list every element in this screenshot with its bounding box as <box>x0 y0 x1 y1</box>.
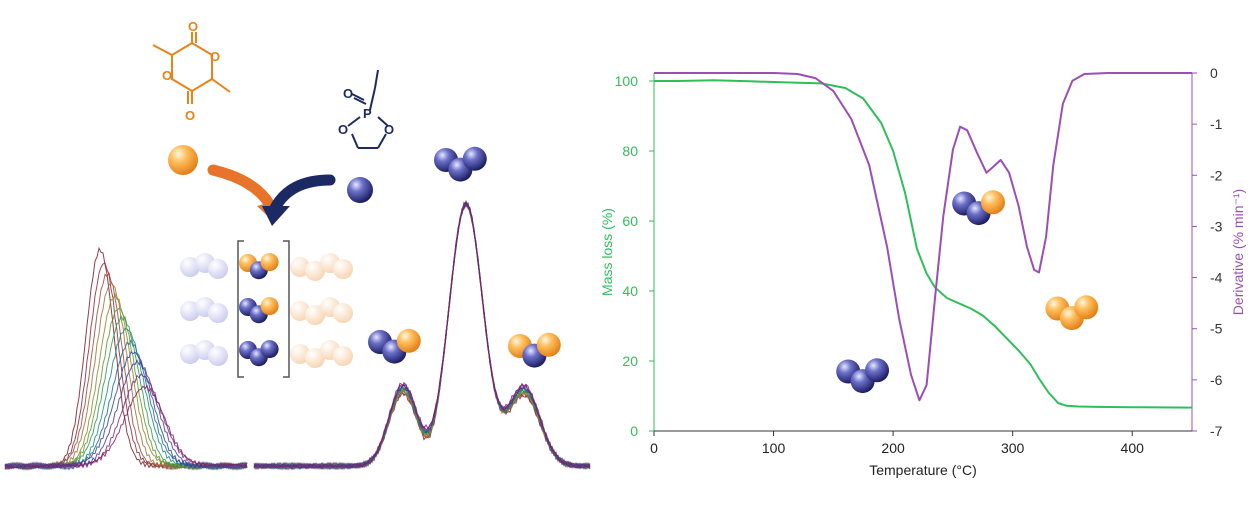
y2-tick-label: -7 <box>1210 423 1223 439</box>
nmr-trace-right <box>253 200 591 471</box>
faint-orange-bead <box>290 301 310 321</box>
faint-blue-bead <box>208 346 228 366</box>
faint-orange-bead <box>290 344 310 364</box>
faint-orange-bead <box>305 348 325 368</box>
y-tick-label: 40 <box>622 283 638 299</box>
chart-series <box>654 72 1193 409</box>
lactide-atom-labels: O O O O <box>162 19 220 123</box>
nmr-trace-left <box>4 384 248 471</box>
svg-text:O: O <box>384 122 394 137</box>
faint-blue-bead <box>208 303 228 323</box>
orange-bead <box>1074 295 1099 320</box>
svg-text:O: O <box>162 68 172 83</box>
y-tick-label: 100 <box>615 73 639 89</box>
blue-bead <box>462 146 487 171</box>
orange-bead <box>536 332 561 357</box>
chart-annotation-blue-blue-blue <box>836 358 890 394</box>
y2-tick-label: -6 <box>1210 372 1223 388</box>
y-tick-label: 0 <box>630 423 638 439</box>
nmr-triad-blue-blue-orange <box>368 328 421 364</box>
svg-text:O: O <box>343 86 353 101</box>
x-tick-label: 0 <box>650 440 658 456</box>
blue-arrow-head <box>262 206 290 226</box>
faint-orange-bead <box>305 261 325 281</box>
x-axis-label: Temperature (°C) <box>869 462 977 478</box>
y2-axis-label: Derivative (% min⁻¹) <box>1230 189 1246 315</box>
nmr-spectrum-right <box>253 199 591 471</box>
chain-row <box>180 340 353 368</box>
lactide-monomer-bead <box>168 145 198 175</box>
copolymer-chains <box>180 253 353 368</box>
orange-bead <box>260 253 279 272</box>
svg-text:O: O <box>185 108 195 123</box>
y-tick-label: 80 <box>622 143 638 159</box>
y-tick-label: 20 <box>622 353 638 369</box>
svg-text:P: P <box>363 106 372 121</box>
nmr-triad-blue-blue-blue <box>434 146 487 182</box>
chart-annotation-orange-orange-orange <box>1045 295 1099 331</box>
x-tick-label: 200 <box>881 440 905 456</box>
blue-bead <box>260 340 279 359</box>
y-axis-label: Mass loss (%) <box>599 208 615 296</box>
orange-arrow <box>207 164 276 211</box>
faint-blue-bead <box>180 344 200 364</box>
phosphate-structure <box>347 69 389 149</box>
nmr-trace-right <box>253 203 591 471</box>
nmr-triad-orange-blue-orange <box>508 332 561 368</box>
repeat-unit-triad <box>239 297 279 324</box>
nmr-trace-left <box>4 262 248 471</box>
nmr-trace-left <box>4 359 248 471</box>
nmr-triad-icons <box>368 146 561 368</box>
nmr-spectrum-left <box>4 246 248 471</box>
nmr-trace-left <box>4 314 248 471</box>
chart-annotation-blue-blue-orange <box>952 190 1005 226</box>
schematic-panel: O O O O P O O O <box>4 19 591 475</box>
faint-orange-bead <box>305 305 325 325</box>
faint-orange-bead <box>333 346 353 366</box>
y2-tick-label: -2 <box>1210 167 1223 183</box>
repeat-unit-triad <box>239 253 279 280</box>
repeat-unit-triad <box>239 340 279 367</box>
y2-tick-label: 0 <box>1210 65 1218 81</box>
svg-text:O: O <box>188 19 198 34</box>
blue-arrow <box>269 174 336 214</box>
phosphate-atom-labels: P O O O <box>338 86 394 137</box>
faint-orange-bead <box>333 259 353 279</box>
faint-orange-bead <box>290 257 310 277</box>
faint-blue-bead <box>208 259 228 279</box>
lactide-structure <box>152 32 231 104</box>
y2-tick-label: -3 <box>1210 218 1223 234</box>
y-tick-label: 60 <box>622 213 638 229</box>
svg-text:O: O <box>210 49 220 64</box>
chain-row <box>180 253 353 281</box>
y2-tick-label: -5 <box>1210 321 1223 337</box>
x-tick-label: 400 <box>1121 440 1145 456</box>
blue-bead <box>865 358 890 383</box>
derivative-curve <box>654 72 1192 402</box>
y2-tick-label: -4 <box>1210 270 1223 286</box>
chart-annotations <box>836 190 1099 394</box>
nmr-trace-left <box>4 373 248 470</box>
orange-bead <box>396 328 421 353</box>
faint-blue-bead <box>180 301 200 321</box>
mass-loss-curve <box>654 79 1193 409</box>
y2-tick-label: -1 <box>1210 116 1223 132</box>
svg-text:O: O <box>338 122 348 137</box>
faint-blue-bead <box>180 257 200 277</box>
phosphate-monomer-bead <box>347 177 373 203</box>
chart-axes: 0 100 200 300 400 0 20 40 60 80 100 0 -1 -2 -3 -4 -5 -6 -7 <box>615 65 1223 456</box>
nmr-trace-left <box>4 327 248 471</box>
orange-bead <box>980 190 1005 215</box>
x-tick-label: 100 <box>762 440 786 456</box>
faint-orange-bead <box>333 303 353 323</box>
x-tick-label: 300 <box>1001 440 1025 456</box>
chain-row <box>180 297 353 325</box>
orange-bead <box>260 297 279 316</box>
repeat-bracket <box>237 240 290 378</box>
nmr-trace-left <box>4 351 248 471</box>
tga-chart: 0 100 200 300 400 0 20 40 60 80 100 0 -1 -2 -3 -4 -5 -6 -7… <box>599 65 1246 478</box>
nmr-trace-right <box>253 202 591 471</box>
